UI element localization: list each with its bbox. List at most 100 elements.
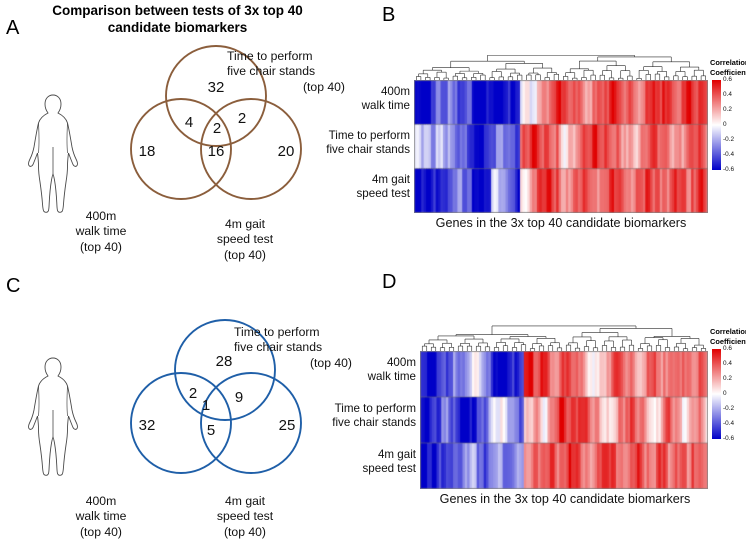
colorbar-b: Correlation Coefficient: 0.6 0.4 0.2 0 -0.2 -…: [710, 58, 746, 183]
colorbar-tick: 0: [723, 121, 727, 128]
venn-a-label-right-line1: 4m gait: [225, 217, 265, 231]
venn-a-label-right-line3: (top 40): [223, 247, 266, 262]
heatmap-panel-b: 400m walk time Time to perform five chai…: [326, 0, 746, 250]
colorbar-tick: -0.2: [723, 136, 735, 143]
venn-a-circle-top: [165, 45, 267, 147]
colorbar-tick: 0.4: [723, 360, 732, 367]
colorbar-b-title: Correlation Coefficient:: [710, 58, 746, 77]
row-label-d-0-line2: walk time: [367, 370, 416, 384]
panel-b-letter: B: [382, 4, 396, 26]
colorbar-b-title-line1: Correlation: [710, 58, 746, 67]
venn-diagram-c: 28 32 25 2 9 5 1: [96, 318, 336, 488]
venn-a-count-right-only: 20: [278, 143, 295, 160]
venn-c-label-right-line3: (top 40): [223, 524, 266, 539]
venn-a-label-top-line3: (top 40): [302, 79, 345, 94]
colorbar-d-title-line2: Coefficient:: [710, 336, 746, 346]
venn-a-count-all-three: 2: [213, 120, 221, 137]
venn-a-circle-right: [200, 98, 302, 200]
row-label-d-1-line1: Time to perform: [334, 402, 416, 415]
heatmap-b-row-label-2: 4m gait speed test: [328, 173, 411, 201]
panel-c-letter: C: [6, 275, 21, 297]
venn-a-label-right: 4m gait speed test (top 40): [203, 217, 287, 263]
row-label-b-2-line2: speed test: [356, 187, 411, 201]
venn-c-label-left-line1: 400m: [85, 494, 117, 508]
heatmap-b-row-label-0: 400m walk time: [328, 85, 410, 113]
venn-c-label-right-line1: 4m gait: [225, 494, 265, 508]
venn-a-label-top: Time to perform five chair stands (top 4…: [227, 49, 345, 95]
venn-a-label-top-line1: Time to perform: [227, 49, 313, 63]
heatmap-b-x-axis-label: Genes in the 3x top 40 candidate biomark…: [435, 216, 687, 230]
heatmap-d-row-label-1: Time to perform five chair stands: [320, 402, 416, 430]
row-label-b-0-line1: 400m: [380, 85, 410, 98]
dendrogram-b: [414, 24, 708, 80]
colorbar-d-ticks: 0.6 0.4 0.2 0 -0.2 -0.4 -0.6: [723, 345, 746, 442]
venn-c-count-left-right: 5: [207, 422, 215, 439]
colorbar-tick: 0.6: [723, 76, 732, 83]
row-label-d-1-line2: five chair stands: [332, 416, 416, 430]
venn-c-circle-left: [130, 372, 232, 474]
figure-title: Comparison between tests of 3x top 40 ca…: [52, 3, 303, 36]
heatmap-d-x-axis-label: Genes in the 3x top 40 candidate biomark…: [439, 492, 691, 506]
venn-c-label-right-line2: speed test: [216, 509, 274, 524]
venn-c-count-left-only: 32: [139, 417, 156, 434]
venn-a-circle-left: [130, 98, 232, 200]
colorbar-tick: -0.6: [723, 166, 735, 173]
venn-c-circle-right: [200, 372, 302, 474]
venn-c-label-left: 400m walk time (top 40): [62, 494, 140, 540]
row-label-b-1-line2: five chair stands: [326, 143, 410, 157]
venn-c-circle-top: [174, 319, 276, 421]
dendrogram-d: [420, 293, 708, 351]
colorbar-tick: -0.4: [723, 151, 735, 158]
venn-a-label-left: 400m walk time (top 40): [62, 209, 140, 255]
row-label-d-2-line2: speed test: [362, 462, 417, 476]
venn-a-count-top-right: 2: [238, 110, 246, 127]
venn-c-count-top-left: 2: [189, 385, 197, 402]
venn-c-label-top-line1: Time to perform: [234, 325, 320, 339]
colorbar-tick: 0.6: [723, 345, 732, 352]
venn-c-label-left-line3: (top 40): [79, 524, 122, 539]
venn-a-count-left-only: 18: [139, 143, 156, 160]
panel-d-letter: D: [382, 271, 397, 293]
colorbar-d-title: Correlation Coefficient:: [710, 327, 746, 346]
panel-a-letter: A: [6, 17, 20, 39]
venn-c-svg: 28 32 25 2 9 5 1: [130, 319, 302, 474]
colorbar-tick: -0.6: [723, 435, 735, 442]
row-label-b-1-line1: Time to perform: [328, 129, 410, 142]
colorbar-tick: 0.2: [723, 375, 732, 382]
venn-a-count-top-only: 32: [208, 79, 225, 96]
colorbar-tick: 0.2: [723, 106, 732, 113]
venn-c-count-top-only: 28: [216, 353, 233, 370]
human-silhouette-c: [22, 355, 84, 479]
venn-a-count-left-right: 16: [208, 143, 225, 160]
venn-a-svg: 32 18 20 4 2 16 2: [130, 45, 302, 200]
colorbar-tick: 0.4: [723, 91, 732, 98]
heatmap-grid-d: [420, 351, 708, 489]
venn-a-label-left-line3: (top 40): [79, 239, 122, 254]
heatmap-d-row-label-2: 4m gait speed test: [334, 448, 417, 476]
venn-c-label-top-line2: five chair stands: [234, 340, 323, 355]
colorbar-tick: -0.4: [723, 420, 735, 427]
venn-diagram-a: 32 18 20 4 2 16 2: [96, 44, 336, 214]
venn-a-label-left-line1: 400m: [85, 209, 117, 223]
row-label-d-2-line1: 4m gait: [377, 448, 416, 461]
colorbar-tick: -0.2: [723, 405, 735, 412]
colorbar-b-title-line2: Coefficient:: [710, 67, 746, 77]
venn-c-count-right-only: 25: [279, 417, 296, 434]
row-label-b-0-line2: walk time: [361, 99, 410, 113]
venn-a-label-right-line2: speed test: [216, 232, 274, 247]
colorbar-d-title-line1: Correlation: [710, 327, 746, 336]
colorbar-b-gradient: [712, 80, 721, 170]
colorbar-d-gradient: [712, 349, 721, 439]
venn-c-label-left-line2: walk time: [75, 509, 127, 524]
human-silhouette-a: [22, 92, 84, 216]
heatmap-panel-d: 400m walk time Time to perform five chai…: [332, 265, 746, 544]
row-label-d-0-line1: 400m: [386, 356, 416, 369]
heatmap-d-row-label-0: 400m walk time: [334, 356, 416, 384]
venn-a-label-top-line2: five chair stands: [227, 64, 316, 79]
venn-a-count-top-left: 4: [185, 114, 193, 131]
heatmap-b-row-label-1: Time to perform five chair stands: [314, 129, 410, 157]
colorbar-d: Correlation Coefficient: 0.6 0.4 0.2 0 -0.2 -…: [710, 327, 746, 452]
venn-c-label-top: Time to perform five chair stands (top 4…: [234, 325, 352, 371]
row-label-b-2-line1: 4m gait: [371, 173, 410, 186]
venn-a-label-left-line2: walk time: [75, 224, 127, 239]
